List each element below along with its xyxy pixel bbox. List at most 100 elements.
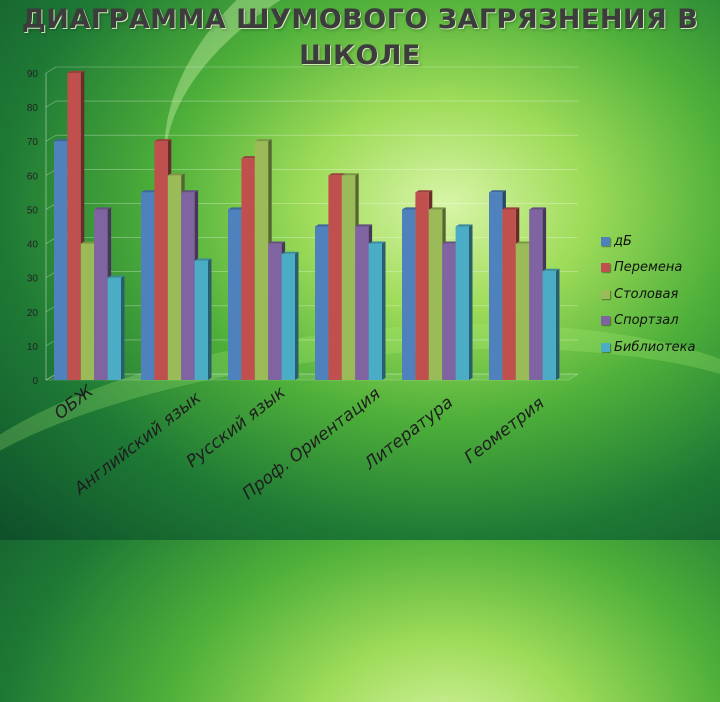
bar-top <box>315 224 332 227</box>
gridline <box>45 134 57 142</box>
y-tick-label: 0 <box>32 376 38 387</box>
bar <box>355 226 369 380</box>
bar-top <box>489 190 506 193</box>
bar <box>442 243 456 380</box>
bar-top <box>542 268 560 271</box>
bar <box>67 73 81 380</box>
bar <box>181 192 195 380</box>
legend-item: Столовая <box>601 281 696 308</box>
gridline <box>45 100 57 108</box>
bar-top <box>80 241 98 244</box>
bar-top <box>107 275 125 278</box>
bar-top <box>502 207 520 210</box>
y-tick-label: 20 <box>27 308 39 319</box>
y-tick-label: 90 <box>27 69 39 80</box>
bar-top <box>67 70 85 73</box>
x-category-label: Геометрия <box>461 393 549 468</box>
bar <box>241 158 255 380</box>
bar <box>154 141 168 380</box>
bar-top <box>54 139 71 142</box>
bar-top <box>442 241 460 244</box>
y-tick-label: 10 <box>27 342 39 353</box>
bar-top <box>181 190 199 193</box>
bar-top <box>268 241 286 244</box>
bar-top <box>167 173 185 176</box>
bar <box>542 270 556 380</box>
bar-top <box>415 190 433 193</box>
bar-side <box>208 258 212 380</box>
legend-label: Перемена <box>614 260 683 276</box>
bar-side <box>469 224 473 380</box>
x-category-label: Английский язык <box>70 387 206 499</box>
bar-side <box>556 268 560 380</box>
bar <box>268 243 282 380</box>
bar <box>281 253 295 380</box>
bar-top <box>428 207 446 210</box>
bar-top <box>328 173 346 176</box>
bar <box>515 243 530 380</box>
y-tick-label: 30 <box>27 274 39 285</box>
legend-label: Столовая <box>614 286 679 302</box>
bar <box>228 209 242 380</box>
y-tick-label: 60 <box>27 171 39 182</box>
bar-side <box>121 275 125 380</box>
bar-top <box>241 156 259 159</box>
legend-label: Библиотека <box>614 339 696 355</box>
bar-top <box>141 190 158 193</box>
bar-top <box>368 241 386 244</box>
chart-legend: дБ Перемена Столовая Спортзал Библиотека <box>601 228 696 361</box>
bar <box>502 209 516 380</box>
bar-top <box>455 224 473 227</box>
y-tick-label: 70 <box>27 137 39 148</box>
bar-top <box>341 173 359 176</box>
bar-side <box>295 251 299 380</box>
bar-top <box>355 224 373 227</box>
bar <box>94 209 108 380</box>
x-category-label: Русский язык <box>183 382 290 472</box>
legend-swatch <box>601 316 610 326</box>
bar <box>415 192 429 380</box>
legend-item: Перемена <box>601 255 696 282</box>
bar <box>328 175 342 380</box>
bar-top <box>254 139 272 142</box>
bar <box>254 141 269 380</box>
legend-label: дБ <box>614 233 632 249</box>
bar <box>341 175 356 380</box>
bar <box>455 226 469 380</box>
legend-label: Спортзал <box>614 313 679 329</box>
bar-top <box>515 241 533 244</box>
bar-top <box>194 258 212 261</box>
bar <box>167 175 182 380</box>
legend-item: дБ <box>601 228 696 255</box>
bar <box>80 243 95 380</box>
legend-swatch <box>601 289 610 299</box>
x-category-label: ОБЖ <box>51 381 98 424</box>
chart-title: ДИАГРАММА ШУМОВОГО ЗАГРЯЗНЕНИЯ В ШКОЛЕ <box>21 4 699 71</box>
y-tick-label: 80 <box>27 103 39 114</box>
bar <box>107 277 121 380</box>
bar <box>402 209 416 380</box>
legend-swatch <box>601 263 610 273</box>
bar-top <box>154 139 172 142</box>
legend-swatch <box>601 236 610 246</box>
bar <box>489 192 503 380</box>
y-tick-label: 50 <box>27 205 39 216</box>
bar-top <box>402 207 419 210</box>
y-tick-label: 40 <box>27 240 39 251</box>
bar <box>368 243 382 380</box>
bar-top <box>281 251 299 254</box>
bar-top <box>94 207 112 210</box>
bar <box>194 260 208 380</box>
bar <box>529 209 543 380</box>
bar-top <box>228 207 245 210</box>
bar-top <box>529 207 547 210</box>
legend-item: Библиотека <box>601 334 696 361</box>
bar-side <box>382 241 386 380</box>
bar <box>315 226 329 380</box>
bar <box>54 141 68 380</box>
legend-swatch <box>601 342 610 352</box>
bar <box>428 209 443 380</box>
gridline <box>45 66 57 74</box>
bar <box>141 192 155 380</box>
